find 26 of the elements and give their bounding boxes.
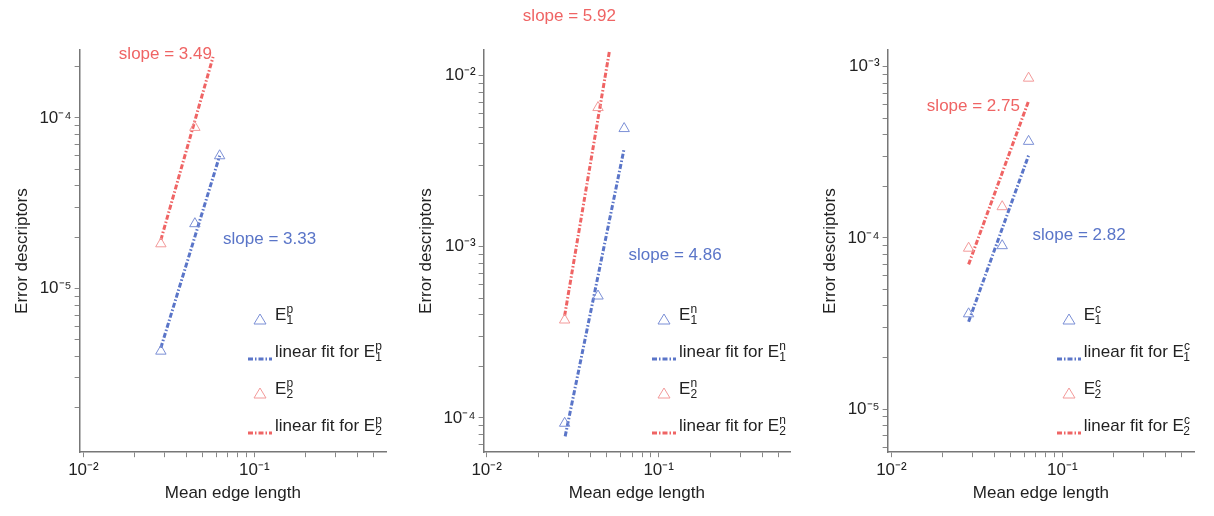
annotation: slope = 2.75 (926, 96, 1020, 115)
y-axis-title: Error descriptors (819, 188, 839, 314)
y-axis-title: Error descriptors (415, 188, 435, 314)
x-tick-label: 10⁻¹ (643, 460, 675, 480)
annotation: slope = 4.86 (628, 244, 722, 264)
x-axis-title: Mean edge length (972, 483, 1109, 503)
y-tick-label: 10⁻⁴ (39, 107, 72, 127)
y-tick-label: 10⁻² (445, 65, 476, 85)
y-tick-label: 10⁻⁵ (847, 398, 880, 418)
x-tick-label: 10⁻¹ (239, 460, 270, 480)
y-tick-label: 10⁻⁴ (847, 227, 880, 247)
annotation: slope = 2.82 (1032, 224, 1126, 244)
annotation: slope = 3.33 (223, 228, 317, 248)
y-tick-label: 10⁻⁴ (443, 407, 476, 427)
y-tick-label: 10⁻³ (849, 56, 880, 76)
annotation: slope = 3.49 (118, 43, 212, 63)
y-axis-title: Error descriptors (11, 188, 31, 314)
text: slope = 5.92 (522, 6, 616, 26)
y-tick-label: 10⁻⁵ (39, 278, 72, 298)
x-tick-label: 10⁻² (68, 460, 100, 480)
x-tick-label: 10⁻¹ (1047, 460, 1078, 480)
x-axis-title: Mean edge length (568, 483, 705, 503)
x-tick-label: 10⁻² (471, 460, 503, 480)
y-tick-label: 10⁻³ (445, 236, 476, 256)
x-tick-label: 10⁻² (876, 460, 908, 480)
x-axis-title: Mean edge length (164, 483, 301, 503)
